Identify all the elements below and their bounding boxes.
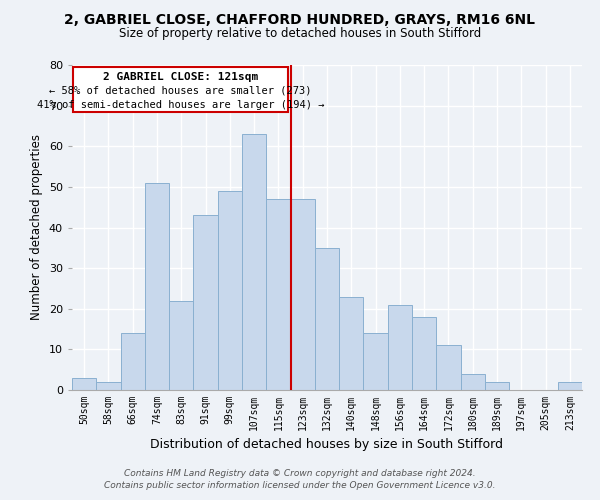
Bar bbox=[388, 304, 412, 390]
Text: ← 58% of detached houses are smaller (273): ← 58% of detached houses are smaller (27… bbox=[49, 86, 312, 96]
Text: 41% of semi-detached houses are larger (194) →: 41% of semi-detached houses are larger (… bbox=[37, 100, 325, 110]
Bar bbox=[485, 382, 509, 390]
Bar bbox=[412, 317, 436, 390]
Bar bbox=[558, 382, 582, 390]
Bar bbox=[266, 199, 290, 390]
Y-axis label: Number of detached properties: Number of detached properties bbox=[30, 134, 43, 320]
Text: 2, GABRIEL CLOSE, CHAFFORD HUNDRED, GRAYS, RM16 6NL: 2, GABRIEL CLOSE, CHAFFORD HUNDRED, GRAY… bbox=[65, 12, 536, 26]
Bar bbox=[315, 248, 339, 390]
Bar bbox=[169, 300, 193, 390]
Bar bbox=[339, 296, 364, 390]
Bar bbox=[242, 134, 266, 390]
Text: Contains HM Land Registry data © Crown copyright and database right 2024.
Contai: Contains HM Land Registry data © Crown c… bbox=[104, 468, 496, 490]
Bar bbox=[96, 382, 121, 390]
Bar bbox=[193, 216, 218, 390]
Bar bbox=[145, 183, 169, 390]
Text: Size of property relative to detached houses in South Stifford: Size of property relative to detached ho… bbox=[119, 28, 481, 40]
Bar bbox=[461, 374, 485, 390]
FancyBboxPatch shape bbox=[73, 67, 288, 112]
X-axis label: Distribution of detached houses by size in South Stifford: Distribution of detached houses by size … bbox=[151, 438, 503, 452]
Bar bbox=[72, 378, 96, 390]
Bar bbox=[436, 346, 461, 390]
Bar bbox=[121, 333, 145, 390]
Text: 2 GABRIEL CLOSE: 121sqm: 2 GABRIEL CLOSE: 121sqm bbox=[103, 72, 259, 83]
Bar bbox=[364, 333, 388, 390]
Bar bbox=[290, 199, 315, 390]
Bar bbox=[218, 191, 242, 390]
